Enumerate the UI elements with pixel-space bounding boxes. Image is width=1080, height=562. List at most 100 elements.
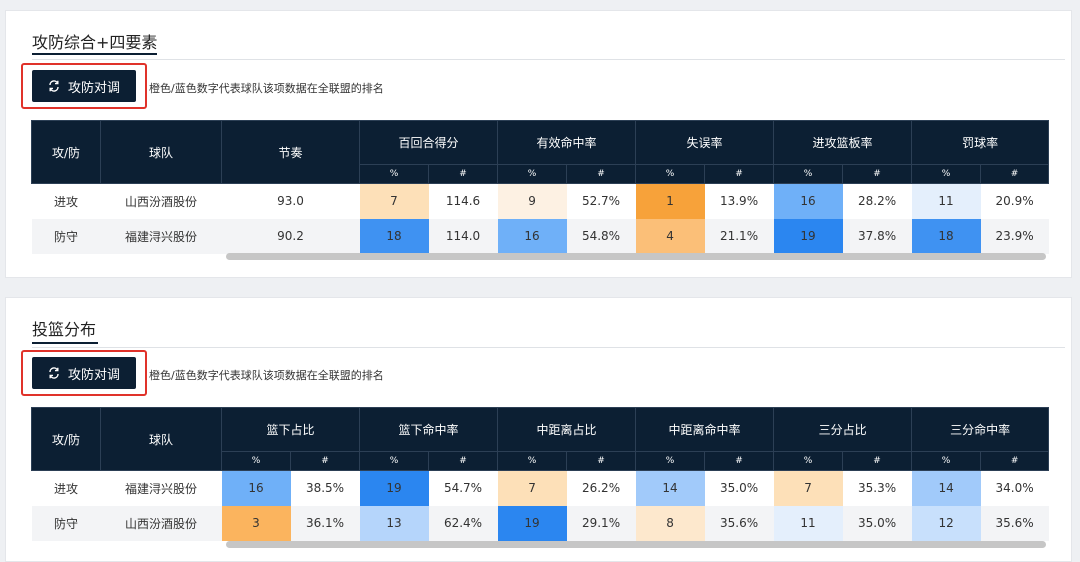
shot-distribution-card: 投篮分布 攻防对调 橙色/蓝色数字代表球队该项数据在全联盟的排名 攻/防 球队 … <box>5 297 1072 562</box>
col-header-group[interactable]: 篮下占比 <box>220 407 361 452</box>
rank-cell: 3 <box>221 505 291 541</box>
col-header-side[interactable]: 攻/防 <box>31 407 101 471</box>
col-header-group[interactable]: 罚球率 <box>911 120 1050 165</box>
col-header-group[interactable]: 进攻篮板率 <box>773 120 913 165</box>
shot-distribution-table: 攻/防 球队 篮下占比 篮下命中率 中距离占比 中距离命中率 三分占比 三分命中… <box>31 407 1050 541</box>
section-divider <box>32 347 1065 348</box>
col-header-group[interactable]: 三分占比 <box>773 407 913 452</box>
horizontal-scrollbar[interactable] <box>226 541 1046 548</box>
sub-header-value[interactable]: # <box>980 164 1050 184</box>
sub-header-rank[interactable]: % <box>911 164 982 184</box>
table-row: 防守 山西汾酒股份 3 36.1% 13 62.4% 19 29.1% 8 35… <box>31 505 1049 541</box>
four-factors-card: 攻防综合+四要素 攻防对调 橙色/蓝色数字代表球队该项数据在全联盟的排名 攻/防… <box>5 10 1072 278</box>
section-title: 攻防综合+四要素 <box>32 33 158 52</box>
swap-button-label: 攻防对调 <box>67 367 120 383</box>
rank-cell: 16 <box>773 183 843 219</box>
col-header-group[interactable]: 三分命中率 <box>911 407 1050 452</box>
rank-cell: 19 <box>359 470 429 506</box>
sub-header-rank[interactable]: % <box>221 451 291 471</box>
swap-offense-defense-button[interactable]: 攻防对调 <box>32 70 136 102</box>
value-cell: 54.7% <box>428 470 498 506</box>
sub-header-value[interactable]: # <box>566 164 637 184</box>
sub-header-value[interactable]: # <box>427 164 499 184</box>
rank-cell: 1 <box>635 183 705 219</box>
col-header-group[interactable]: 失误率 <box>635 120 775 165</box>
value-cell: 35.6% <box>980 505 1049 541</box>
col-header-side[interactable]: 攻/防 <box>31 120 101 184</box>
sub-header-value[interactable]: # <box>842 451 913 471</box>
col-header-pace[interactable]: 节奏 <box>221 120 360 184</box>
sub-header-value[interactable]: # <box>842 164 913 184</box>
value-cell: 35.0% <box>704 470 774 506</box>
value-cell: 36.1% <box>290 505 360 541</box>
sub-header-value[interactable]: # <box>704 164 775 184</box>
value-cell: 38.5% <box>290 470 360 506</box>
sub-header-value[interactable]: # <box>980 451 1050 471</box>
sub-header-rank[interactable]: % <box>635 451 706 471</box>
sub-header-rank[interactable]: % <box>635 164 706 184</box>
col-header-group[interactable]: 篮下命中率 <box>359 407 499 452</box>
col-header-team[interactable]: 球队 <box>100 407 222 471</box>
sub-header-rank[interactable]: % <box>359 164 429 184</box>
rank-legend-note: 橙色/蓝色数字代表球队该项数据在全联盟的排名 <box>149 82 384 95</box>
rank-cell: 14 <box>911 470 981 506</box>
sub-header-value[interactable]: # <box>289 451 361 471</box>
value-cell: 21.1% <box>704 218 774 254</box>
rank-cell: 11 <box>911 183 981 219</box>
pace-cell: 93.0 <box>221 183 360 219</box>
value-cell: 23.9% <box>980 218 1049 254</box>
rank-cell: 7 <box>497 470 567 506</box>
swap-icon <box>49 80 59 92</box>
rank-cell: 16 <box>497 218 567 254</box>
sub-header-rank[interactable]: % <box>359 451 430 471</box>
col-header-group[interactable]: 中距离命中率 <box>635 407 775 452</box>
sub-header-value[interactable]: # <box>428 451 499 471</box>
table-row: 进攻 福建浔兴股份 16 38.5% 19 54.7% 7 26.2% 14 3… <box>31 470 1049 506</box>
value-cell: 13.9% <box>704 183 774 219</box>
team-cell: 山西汾酒股份 <box>100 505 222 541</box>
col-header-group[interactable]: 中距离占比 <box>497 407 637 452</box>
value-cell: 62.4% <box>428 505 498 541</box>
rank-cell: 18 <box>911 218 981 254</box>
value-cell: 35.0% <box>842 505 912 541</box>
col-header-group[interactable]: 百回合得分 <box>358 120 499 165</box>
value-cell: 37.8% <box>842 218 912 254</box>
sub-header-rank[interactable]: % <box>773 164 844 184</box>
rank-cell: 7 <box>773 470 843 506</box>
rank-cell: 19 <box>497 505 567 541</box>
col-header-team[interactable]: 球队 <box>100 120 222 184</box>
value-cell: 29.1% <box>566 505 636 541</box>
col-header-group[interactable]: 有效命中率 <box>497 120 637 165</box>
sub-header-rank[interactable]: % <box>497 164 568 184</box>
value-cell: 20.9% <box>980 183 1049 219</box>
rank-legend-note: 橙色/蓝色数字代表球队该项数据在全联盟的排名 <box>149 369 384 382</box>
rank-cell: 12 <box>911 505 981 541</box>
rank-cell: 19 <box>773 218 843 254</box>
rank-cell: 8 <box>635 505 705 541</box>
horizontal-scrollbar[interactable] <box>226 253 1046 260</box>
team-cell: 福建浔兴股份 <box>100 470 222 506</box>
value-cell: 28.2% <box>842 183 912 219</box>
sub-header-rank[interactable]: % <box>497 451 568 471</box>
table-row: 防守 福建浔兴股份 90.2 18 114.0 16 54.8% 4 21.1%… <box>31 218 1049 254</box>
value-cell: 54.8% <box>566 218 636 254</box>
side-cell: 进攻 <box>31 183 101 219</box>
section-title-underline <box>32 53 157 55</box>
section-title-underline <box>32 342 98 344</box>
team-cell: 山西汾酒股份 <box>100 183 222 219</box>
rank-cell: 13 <box>359 505 429 541</box>
side-cell: 进攻 <box>31 470 101 506</box>
rank-cell: 16 <box>221 470 291 506</box>
swap-offense-defense-button[interactable]: 攻防对调 <box>32 357 136 389</box>
rank-cell: 9 <box>497 183 567 219</box>
value-cell: 52.7% <box>566 183 636 219</box>
side-cell: 防守 <box>31 505 101 541</box>
rank-cell: 14 <box>635 470 705 506</box>
sub-header-value[interactable]: # <box>704 451 775 471</box>
sub-header-rank[interactable]: % <box>911 451 982 471</box>
table-row: 进攻 山西汾酒股份 93.0 7 114.6 9 52.7% 1 13.9% 1… <box>31 183 1049 219</box>
value-cell: 35.6% <box>704 505 774 541</box>
sub-header-value[interactable]: # <box>566 451 637 471</box>
rank-cell: 11 <box>773 505 843 541</box>
sub-header-rank[interactable]: % <box>773 451 844 471</box>
